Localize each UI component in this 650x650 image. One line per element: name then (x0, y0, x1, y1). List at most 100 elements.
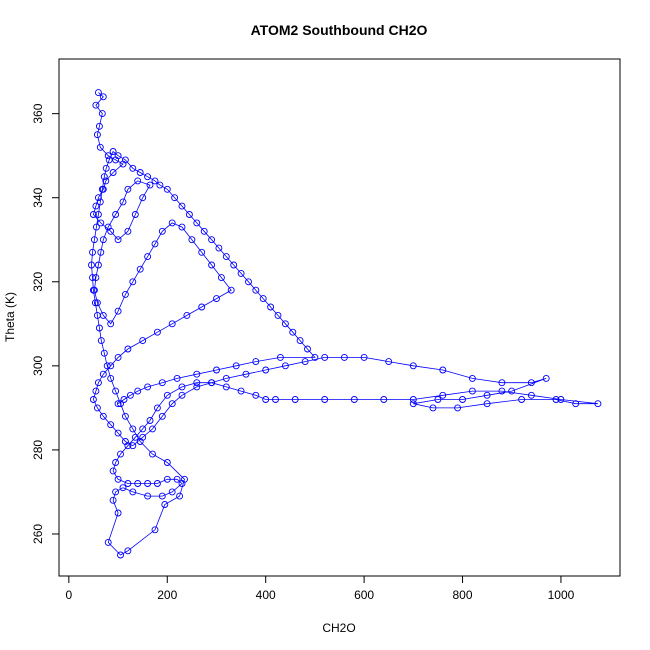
data-point (139, 425, 147, 433)
data-point (112, 459, 120, 466)
data-point (131, 433, 139, 441)
data-point (498, 379, 506, 387)
data-point (90, 236, 98, 244)
chart-title: ATOM2 Southbound CH2O (251, 22, 428, 38)
data-point (262, 366, 270, 374)
data-point (222, 374, 230, 382)
data-point (217, 274, 225, 282)
data-point (230, 261, 238, 269)
data-point (340, 353, 348, 361)
data-point (215, 244, 223, 252)
data-point (208, 379, 216, 387)
data-point (109, 496, 117, 504)
data-point (104, 152, 112, 160)
data-point (429, 404, 437, 412)
data-point (136, 265, 144, 273)
data-point (92, 101, 100, 109)
data-point (114, 236, 122, 244)
data-point (134, 480, 142, 487)
data-point (198, 248, 206, 256)
data-point (178, 383, 186, 391)
data-point (163, 185, 171, 193)
data-point (93, 311, 101, 319)
data-point (178, 391, 186, 399)
data-point (289, 328, 297, 336)
y-tick-label: 360 (31, 103, 45, 123)
data-point (92, 223, 100, 231)
data-point (178, 223, 186, 231)
data-point (99, 412, 107, 420)
x-tick-label: 200 (157, 588, 177, 602)
y-axis-label: Theta (K) (3, 292, 17, 342)
data-point (99, 236, 107, 244)
data-point (102, 164, 110, 172)
data-point (93, 404, 101, 412)
data-point (121, 156, 129, 164)
data-point (161, 501, 169, 508)
data-point (107, 374, 115, 382)
data-point (99, 93, 107, 101)
data-point (213, 366, 220, 374)
data-point (144, 492, 152, 500)
data-point (94, 194, 102, 202)
data-point (109, 169, 117, 176)
data-point (262, 396, 270, 403)
data-point (94, 211, 102, 218)
data-point (97, 337, 105, 345)
x-tick-label: 0 (65, 588, 72, 602)
data-point (109, 467, 117, 475)
data-point (114, 400, 122, 408)
data-point (259, 295, 267, 303)
data-point (158, 412, 166, 420)
plot-frame (58, 58, 621, 577)
data-point (97, 219, 105, 227)
data-point (153, 404, 161, 412)
data-point (98, 110, 106, 118)
data-point (129, 425, 137, 433)
data-point (483, 400, 491, 408)
data-point (144, 383, 152, 391)
data-point (104, 538, 112, 546)
data-point (134, 177, 142, 185)
data-point (508, 387, 516, 395)
data-point (252, 286, 260, 294)
data-point (121, 290, 129, 298)
data-point (208, 236, 216, 244)
x-tick-label: 400 (256, 588, 276, 602)
data-point (99, 370, 107, 378)
data-point (409, 362, 417, 370)
data-point (276, 353, 284, 361)
data-point (93, 131, 101, 139)
y-tick-label: 260 (31, 524, 45, 544)
x-axis: 0 200 400 600 800 1000 (65, 575, 575, 602)
data-point (89, 248, 96, 256)
data-point (124, 480, 132, 487)
data-point (114, 509, 122, 517)
data-point (89, 211, 97, 218)
data-point (153, 328, 161, 336)
data-point (557, 396, 565, 403)
data-point (242, 370, 250, 378)
data-point (301, 358, 309, 366)
data-point (227, 286, 235, 294)
data-point (146, 417, 154, 424)
data-point (100, 349, 108, 357)
data-point (91, 299, 99, 307)
data-point (151, 240, 159, 248)
data-point (89, 396, 97, 403)
data-point (100, 173, 108, 181)
data-point (385, 358, 393, 366)
data-point (193, 383, 201, 391)
data-point (107, 362, 115, 370)
data-point (222, 253, 230, 261)
data-point (146, 181, 154, 189)
data-point (94, 379, 102, 387)
data-point (96, 143, 104, 151)
y-tick-label: 320 (31, 271, 45, 291)
data-point (92, 202, 100, 210)
data-point (178, 202, 186, 210)
data-point (594, 400, 602, 408)
data-point (188, 236, 196, 244)
data-point (350, 396, 358, 403)
data-point (114, 475, 122, 483)
